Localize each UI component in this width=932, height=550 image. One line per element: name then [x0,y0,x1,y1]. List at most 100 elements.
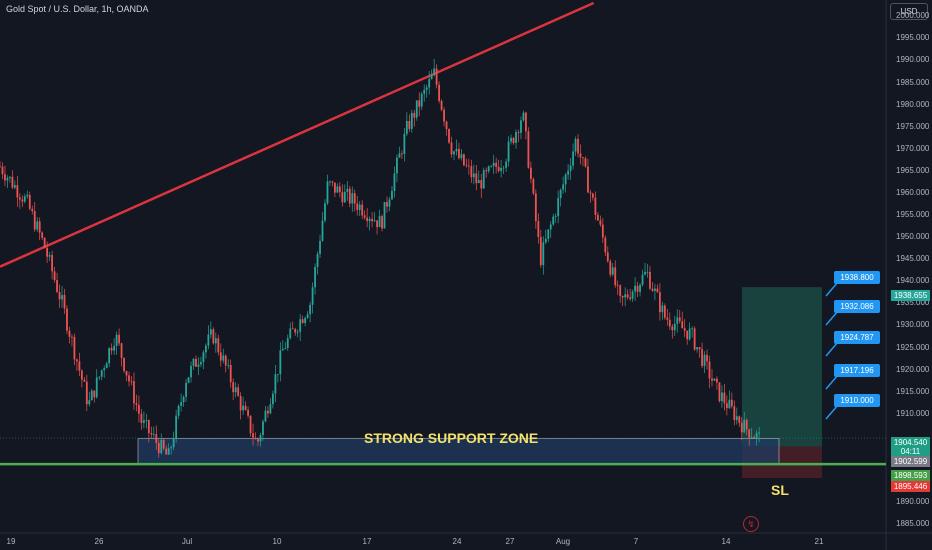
candle-body-61 [150,433,153,435]
target-badge-5[interactable]: 1910.000 [834,394,880,407]
candle-body-249 [616,285,619,287]
candle-body-174 [430,75,433,80]
candle-body-119 [294,328,297,333]
candle-body-165 [408,120,411,129]
candle-body-32 [78,361,81,371]
candle-body-210 [520,120,522,133]
candle-body-235 [582,157,584,159]
candle-body-112 [276,374,279,375]
candle-body-254 [629,297,632,299]
candle-body-189 [467,165,470,167]
candle-body-15 [36,221,39,230]
candle-body-185 [458,148,460,159]
candle-body-117 [289,328,292,339]
candle-body-142 [351,193,354,204]
candle-body-69 [170,447,173,449]
candle-body-30 [73,337,76,360]
time-axis-label: 24 [452,537,462,546]
time-axis-label: 21 [814,537,824,546]
target-badge-4[interactable]: 1917.196 [834,364,880,377]
time-axis-label: Jul [181,537,193,546]
candle-body-290 [718,382,721,402]
time-axis-label: 7 [633,537,639,546]
candle-body-172 [425,87,428,90]
candle-body-187 [463,154,465,166]
candle-body-45 [110,348,113,351]
candle-body-213 [527,131,530,168]
candle-body-294 [728,399,731,409]
candle-body-219 [542,242,545,266]
candle-body-132 [326,181,329,204]
candle-body-288 [713,378,716,381]
candle-body-199 [492,162,495,167]
candle-body-124 [306,314,309,318]
target-badge-2[interactable]: 1932.086 [834,300,880,313]
current-price-tag: 1904.540 04:11 [891,437,930,456]
candle-body-216 [534,193,537,222]
candle-body-46 [113,345,116,351]
candle-body-88 [217,338,220,353]
candle-body-107 [264,410,267,422]
candle-body-12 [28,194,31,209]
candle-body-50 [123,357,125,372]
candle-body-222 [549,224,552,230]
candle-body-217 [537,221,540,238]
price-axis-label: 1955.000 [896,210,930,219]
candle-body-6 [13,185,16,188]
price-axis-label: 1985.000 [896,77,930,87]
candle-body-202 [500,167,503,172]
candle-body-114 [281,348,284,351]
candle-body-96 [237,387,240,396]
candle-body-227 [562,184,565,190]
candle-body-305 [755,432,758,438]
candle-body-111 [274,374,277,394]
chart-title: Gold Spot / U.S. Dollar, 1h, OANDA [6,4,149,14]
candle-body-89 [219,352,222,361]
candle-body-65 [160,439,163,454]
candle-body-289 [716,378,718,383]
candle-body-116 [286,338,289,348]
profit-zone [742,287,822,447]
candle-body-264 [654,288,656,291]
candle-body-265 [656,288,659,293]
target-badge-3[interactable]: 1924.787 [834,331,880,344]
candle-body-123 [304,317,307,323]
price-axis-label: 1885.000 [896,519,930,529]
price-axis-label: 1950.000 [896,232,930,242]
candle-body-38 [93,390,96,398]
target-badge-1[interactable]: 1938.800 [834,271,880,284]
candle-body-103 [254,437,257,440]
candle-body-121 [299,319,302,332]
candle-body-148 [366,217,369,222]
lightning-icon[interactable]: ↯ [743,516,759,532]
candle-body-218 [539,237,542,266]
candle-body-126 [311,287,314,305]
candle-body-221 [547,229,550,239]
target-connector-2 [825,310,839,326]
candle-body-53 [130,381,133,383]
price-axis-label: 1890.000 [896,497,930,507]
candle-body-277 [686,330,689,340]
candle-body-146 [361,204,364,216]
candle-body-171 [423,89,426,94]
price-axis-label: 1910.000 [896,408,930,418]
candle-body-195 [482,170,485,189]
candle-body-229 [567,170,570,175]
candle-body-250 [619,285,622,296]
candle-body-43 [105,363,108,369]
candle-body-258 [639,284,641,292]
price-axis-label: 1970.000 [896,143,930,153]
candle-body-41 [100,370,103,377]
candle-body-76 [187,377,190,383]
stop-loss-price-tag: 1895.446 [891,481,930,492]
time-axis-label: Aug [555,537,571,546]
candle-body-144 [356,203,359,210]
candle-body-192 [475,173,478,184]
currency-selector[interactable]: USD [890,3,928,20]
candle-body-153 [378,216,381,228]
candle-body-173 [428,79,431,88]
time-axis-label: 14 [721,537,731,546]
candle-body-80 [197,364,200,367]
candle-body-149 [368,218,371,222]
